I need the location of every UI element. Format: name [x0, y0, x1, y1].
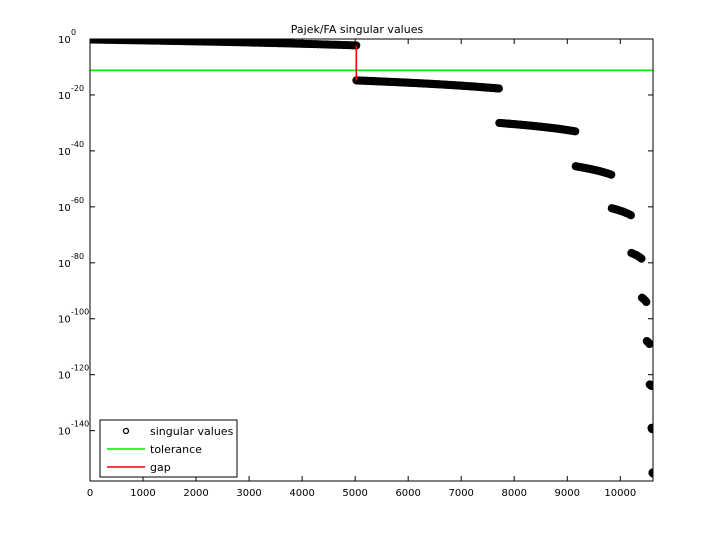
y-tick-label-exponent: -100 [71, 308, 89, 317]
singular-values-segment [627, 248, 646, 263]
singular-value-point [571, 127, 580, 136]
singular-values-segment [495, 118, 580, 136]
singular-values-segment [352, 76, 503, 93]
legend-entry-tolerance: tolerance [107, 443, 202, 456]
y-tick-label-base: 10 [58, 427, 71, 438]
x-tick-label: 6000 [395, 488, 420, 499]
singular-values-segment [645, 380, 653, 390]
axes: 0 1000 2000 3000 4000 5000 6000 7000 8000 9000 100… [58, 28, 654, 499]
chart-title: Pajek/FA singular values [291, 23, 424, 36]
singular-values-segment [642, 337, 653, 349]
x-tick-label: 10000 [604, 488, 636, 499]
x-tick-label: 7000 [448, 488, 473, 499]
singular-value-point [648, 469, 653, 478]
y-tick-label-exponent: 0 [71, 28, 76, 37]
x-tick-label: 1000 [130, 488, 155, 499]
x-tick-label: 9000 [555, 488, 580, 499]
legend-entry-gap: gap [107, 461, 171, 474]
y-tick-label-base: 10 [58, 371, 71, 382]
singular-values-segment [607, 204, 635, 220]
y-tick-label-exponent: -120 [71, 364, 89, 373]
legend-label: singular values [150, 425, 234, 438]
singular-values-segment [571, 162, 616, 179]
singular-values-segment [90, 39, 361, 50]
y-tick-label-base: 10 [58, 147, 71, 158]
x-tick-label: 5000 [342, 488, 367, 499]
legend-entry-singular-values: singular values [122, 425, 234, 438]
y-tick-label-base: 10 [58, 91, 71, 102]
legend-label: tolerance [150, 443, 202, 456]
y-tick-label-exponent: -40 [71, 140, 84, 149]
x-tick-label: 0 [87, 488, 93, 499]
singular-value-point [647, 381, 653, 390]
x-tick-label: 2000 [183, 488, 208, 499]
legend-marker-circle [122, 427, 130, 435]
y-tick-label-exponent: -20 [71, 84, 84, 93]
y-tick-label-base: 10 [58, 35, 71, 46]
legend: singular values tolerance gap [99, 419, 238, 478]
singular-values-segment [637, 293, 651, 307]
y-tick-label-exponent: -60 [71, 196, 84, 205]
legend-label: gap [150, 461, 171, 474]
x-tick-label: 3000 [236, 488, 261, 499]
singular-value-point [642, 297, 651, 307]
singular-value-point [607, 170, 616, 179]
singular-value-point [645, 339, 653, 349]
y-tick-label-exponent: -140 [71, 420, 89, 429]
singular-value-point [626, 211, 635, 220]
plot-area [90, 39, 653, 478]
plot-content [90, 39, 653, 478]
x-tick-label: 4000 [289, 488, 314, 499]
y-tick-label-base: 10 [58, 259, 71, 270]
y-tick-label-base: 10 [58, 203, 71, 214]
y-tick-label-base: 10 [58, 315, 71, 326]
singular-value-point [637, 254, 646, 263]
x-tick-label: 8000 [501, 488, 526, 499]
singular-value-point [494, 84, 503, 93]
y-tick-label-exponent: -80 [71, 252, 84, 261]
axes-frame [89, 38, 654, 482]
